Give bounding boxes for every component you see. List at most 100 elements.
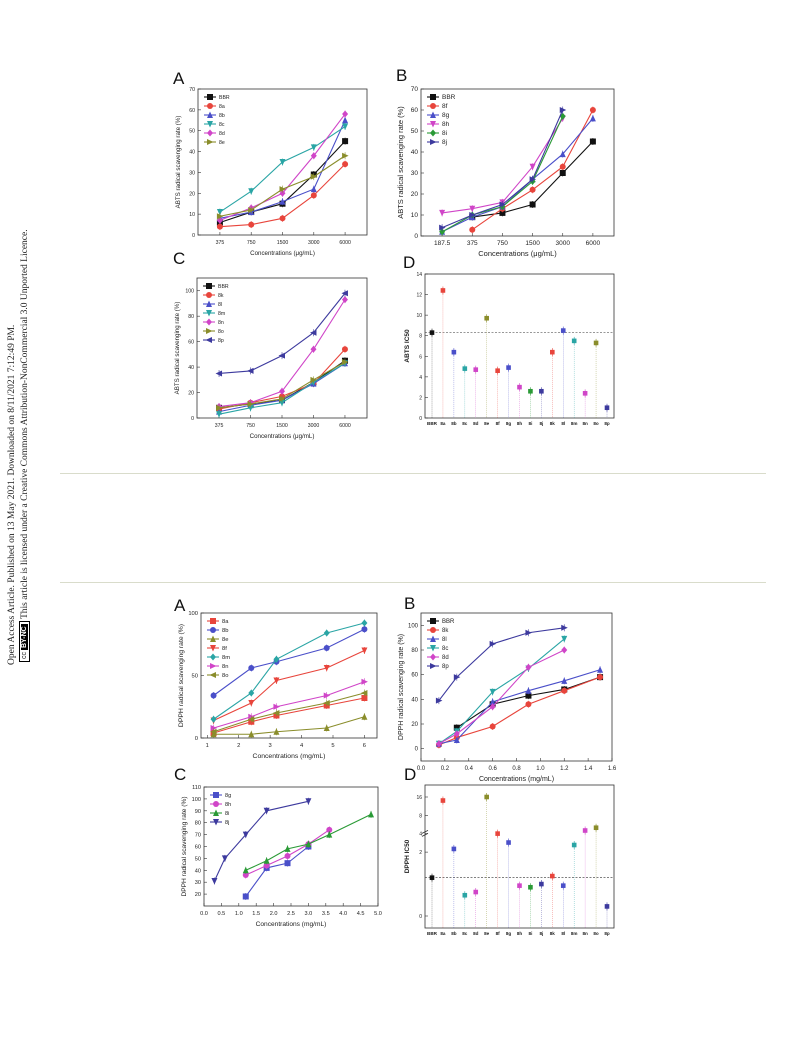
x-tick-label: 0.0: [200, 911, 208, 917]
data-point: [561, 635, 568, 643]
data-point: [247, 404, 254, 412]
y-axis-label: DPPH radical scavenging rate (%): [398, 634, 405, 740]
data-point: [305, 840, 312, 848]
data-point: [561, 677, 568, 684]
data-point: [305, 798, 312, 805]
x-tick-label: 8k: [550, 931, 556, 936]
y-tick-label: 60: [411, 673, 418, 679]
data-point: [525, 701, 532, 708]
y-axis-label: ABTS radical scavenging rate (%): [396, 106, 405, 219]
legend-marker: [210, 645, 216, 652]
y-tick-label: 10: [189, 212, 195, 218]
data-point: [342, 138, 349, 145]
chart-panel: A 1 2 3 4 5 6 0 50 100 Concentrations (mg/mL) DPPH …: [174, 596, 378, 760]
legend-marker: [207, 94, 213, 100]
data-point: [216, 404, 223, 411]
legend-marker: [430, 121, 436, 128]
x-tick-label: 1.5: [252, 911, 260, 917]
data-point: [341, 346, 348, 353]
data-point: [341, 359, 349, 365]
ic50-point-8d: [473, 367, 479, 372]
y-tick-label: 4: [419, 832, 422, 838]
data-point: [361, 695, 368, 701]
legend-marker: [207, 111, 213, 118]
data-point: [469, 212, 476, 218]
data-point: [525, 692, 532, 699]
x-tick-label: 8c: [462, 931, 468, 936]
ic50-point-8l: [560, 328, 566, 333]
data-point: [279, 387, 285, 395]
ic50-point-8d: [473, 889, 479, 895]
data-point: [221, 855, 228, 862]
data-point: [529, 201, 536, 208]
legend-label: 8a: [222, 619, 229, 625]
ic50-point-8n: [582, 828, 588, 833]
data-point: [561, 624, 568, 631]
x-tick-label: 187.5: [434, 240, 451, 247]
x-tick-label: 6: [363, 743, 366, 749]
chart-panel: C 0.0 0.5 1.0 1.5 2.0 2.5 3.0 3.5 4.0 4.5 5.0 20 30 40…: [174, 765, 382, 928]
legend-marker: [213, 819, 219, 826]
legend-label: 8j: [225, 820, 229, 826]
y-tick-label: 40: [189, 150, 195, 156]
panel-letter: C: [174, 765, 186, 784]
legend-label: BBR: [442, 619, 455, 625]
series-line-8h: [245, 829, 330, 876]
data-point: [326, 826, 333, 833]
legend-marker: [430, 129, 436, 137]
legend-label: 8b: [219, 113, 225, 119]
x-axis-label: Concentrations (mg/mL): [253, 753, 326, 760]
legend-marker: [430, 627, 436, 633]
legend-marker: [213, 809, 219, 816]
data-point: [453, 674, 461, 681]
legend-label: 8c: [442, 646, 448, 652]
x-tick-label: 6000: [339, 423, 351, 429]
legend-label: 8n: [218, 320, 224, 326]
chart-panel: C 375 750 1500 3000 6000 0 20 40 60 80 100 Concentra…: [173, 249, 368, 440]
axis-break: [421, 829, 429, 834]
legend-label: 8p: [442, 664, 449, 670]
data-point: [525, 687, 532, 694]
data-point: [247, 367, 254, 374]
legend-label: 8h: [225, 802, 231, 808]
y-tick-label: 0: [191, 416, 194, 422]
x-tick-label: 0.6: [488, 766, 497, 772]
data-point: [210, 692, 217, 699]
y-tick-label: 100: [192, 797, 201, 803]
legend-marker: [209, 672, 216, 678]
x-tick-label: 8f: [496, 421, 501, 426]
series-line-8i: [245, 813, 372, 871]
legend-marker: [430, 94, 436, 100]
y-tick-label: 20: [411, 722, 418, 728]
x-axis-label: Concentrations (mg/mL): [479, 776, 554, 783]
legend-label: 8p: [218, 338, 224, 344]
x-tick-label: 8i: [529, 421, 533, 426]
data-point: [279, 198, 286, 205]
legend-label: 8k: [218, 293, 224, 299]
x-tick-label: 8p: [604, 931, 610, 936]
data-point: [453, 736, 460, 744]
data-point: [248, 730, 255, 738]
x-tick-label: 0.8: [512, 766, 521, 772]
x-tick-label: 0.0: [417, 766, 426, 772]
data-point: [589, 107, 596, 113]
ic50-point-8b: [451, 846, 457, 852]
y-tick-label: 80: [188, 314, 194, 320]
data-point: [248, 665, 255, 671]
data-point: [216, 223, 223, 230]
legend-label: BBR: [218, 284, 229, 290]
data-point: [453, 724, 460, 731]
data-point: [248, 221, 255, 228]
y-tick-label: 20: [411, 191, 419, 198]
y-tick-label: 16: [416, 795, 422, 801]
x-tick-label: 375: [215, 423, 224, 429]
x-tick-label: 2: [237, 743, 240, 749]
x-tick-label: 8m: [571, 421, 578, 426]
x-tick-label: 4: [300, 743, 304, 749]
data-point: [279, 399, 285, 407]
x-tick-label: 8h: [517, 931, 523, 936]
x-tick-label: 0.4: [465, 766, 474, 772]
data-point: [210, 725, 218, 731]
data-point: [278, 352, 285, 359]
